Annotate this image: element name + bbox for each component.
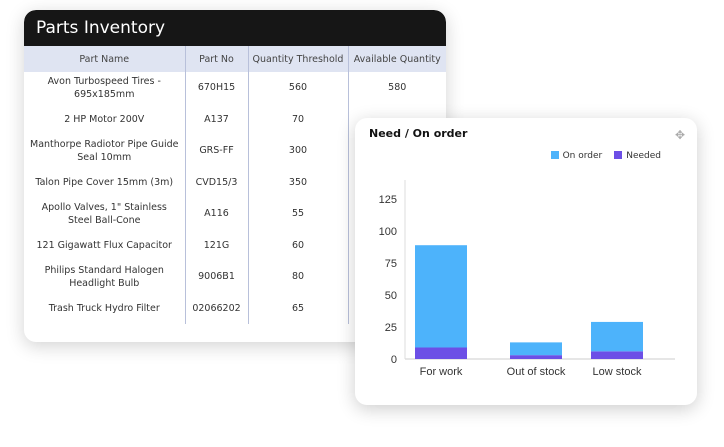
legend-item-needed[interactable]: Needed: [614, 151, 661, 161]
table-cell: GRS-FF: [185, 135, 249, 167]
table-cell: Apollo Valves, 1" Stainless Steel Ball-C…: [24, 198, 186, 230]
table-cell: A116: [185, 198, 249, 230]
bar-needed: [510, 355, 562, 359]
inventory-title: Parts Inventory: [24, 10, 446, 46]
table-cell: 9006B1: [185, 261, 249, 293]
table-cell: 70: [248, 103, 349, 135]
column-header[interactable]: Part No: [185, 46, 249, 72]
table-row[interactable]: Trash Truck Hydro Filter 02066202 65: [24, 292, 446, 324]
table-cell: Manthorpe Radiotor Pipe Guide Seal 10mm: [24, 135, 186, 167]
table-cell: 300: [248, 135, 349, 167]
y-tick-label: 25: [385, 322, 397, 334]
need-on-order-chart-card: Need / On order ✥ On order Needed 0 25 50 7…: [355, 118, 697, 405]
table-cell: A137: [185, 103, 249, 135]
move-icon[interactable]: ✥: [674, 128, 685, 142]
table-row[interactable]: Apollo Valves, 1" Stainless Steel Ball-C…: [24, 198, 446, 230]
inventory-table: Part Name Part No Quantity Threshold Availa…: [24, 46, 446, 324]
chart-title: Need / On order: [369, 127, 468, 140]
x-tick-label: Low stock: [593, 366, 642, 378]
table-row[interactable]: Avon Turbospeed Tires - 695x185mm 670H15 5…: [24, 72, 446, 104]
table-cell: 560: [248, 72, 349, 104]
table-cell: Talon Pipe Cover 15mm (3m): [24, 166, 186, 198]
table-cell: CVD15/3: [185, 166, 249, 198]
table-cell: 55: [248, 198, 349, 230]
table-cell: 121G: [185, 229, 249, 261]
chart-legend: On order Needed: [550, 151, 661, 161]
bar-on-order: [510, 342, 562, 356]
y-tick-label: 100: [379, 226, 397, 238]
bar-on-order: [415, 245, 467, 348]
table-row[interactable]: Manthorpe Radiotor Pipe Guide Seal 10mm G…: [24, 135, 446, 167]
table-cell: 80: [248, 261, 349, 293]
y-tick-label: 75: [385, 258, 397, 270]
column-header[interactable]: Quantity Threshold: [248, 46, 349, 72]
table-row[interactable]: Philips Standard Halogen Headlight Bulb 9…: [24, 261, 446, 293]
parts-inventory-card: Parts Inventory Part Name Part No Quantity…: [24, 10, 446, 342]
x-tick-label: For work: [420, 366, 463, 378]
bar-on-order: [591, 321, 643, 352]
chart-plot: 0 25 50 75 100 125 For work Out of stock Low sto…: [379, 180, 675, 378]
bar-needed: [415, 347, 467, 359]
table-cell: 580: [388, 82, 407, 94]
y-tick-label: 125: [379, 194, 397, 206]
y-tick-label: 50: [385, 290, 397, 302]
column-header[interactable]: Available Quantity: [348, 46, 446, 72]
x-tick-label: Out of stock: [507, 366, 566, 378]
table-row[interactable]: 2 HP Motor 200V A137 70: [24, 103, 446, 135]
table-cell: 02066202: [185, 292, 249, 324]
table-cell: 670H15: [185, 72, 249, 104]
column-header[interactable]: Part Name: [24, 46, 186, 72]
table-cell: 350: [248, 166, 349, 198]
table-row[interactable]: Talon Pipe Cover 15mm (3m) CVD15/3 350: [24, 166, 446, 198]
table-cell: 2 HP Motor 200V: [24, 103, 186, 135]
table-cell: Avon Turbospeed Tires - 695x185mm: [24, 72, 186, 104]
table-cell: 60: [248, 229, 349, 261]
table-cell: Philips Standard Halogen Headlight Bulb: [24, 261, 186, 293]
bar-needed: [591, 351, 643, 359]
table-cell: 65: [248, 292, 349, 324]
table-row[interactable]: 121 Gigawatt Flux Capacitor 121G 60: [24, 229, 446, 261]
legend-item-on-order[interactable]: On order: [550, 151, 602, 161]
table-cell: Trash Truck Hydro Filter: [24, 292, 186, 324]
y-tick-label: 0: [391, 354, 397, 366]
table-cell: 121 Gigawatt Flux Capacitor: [24, 229, 186, 261]
